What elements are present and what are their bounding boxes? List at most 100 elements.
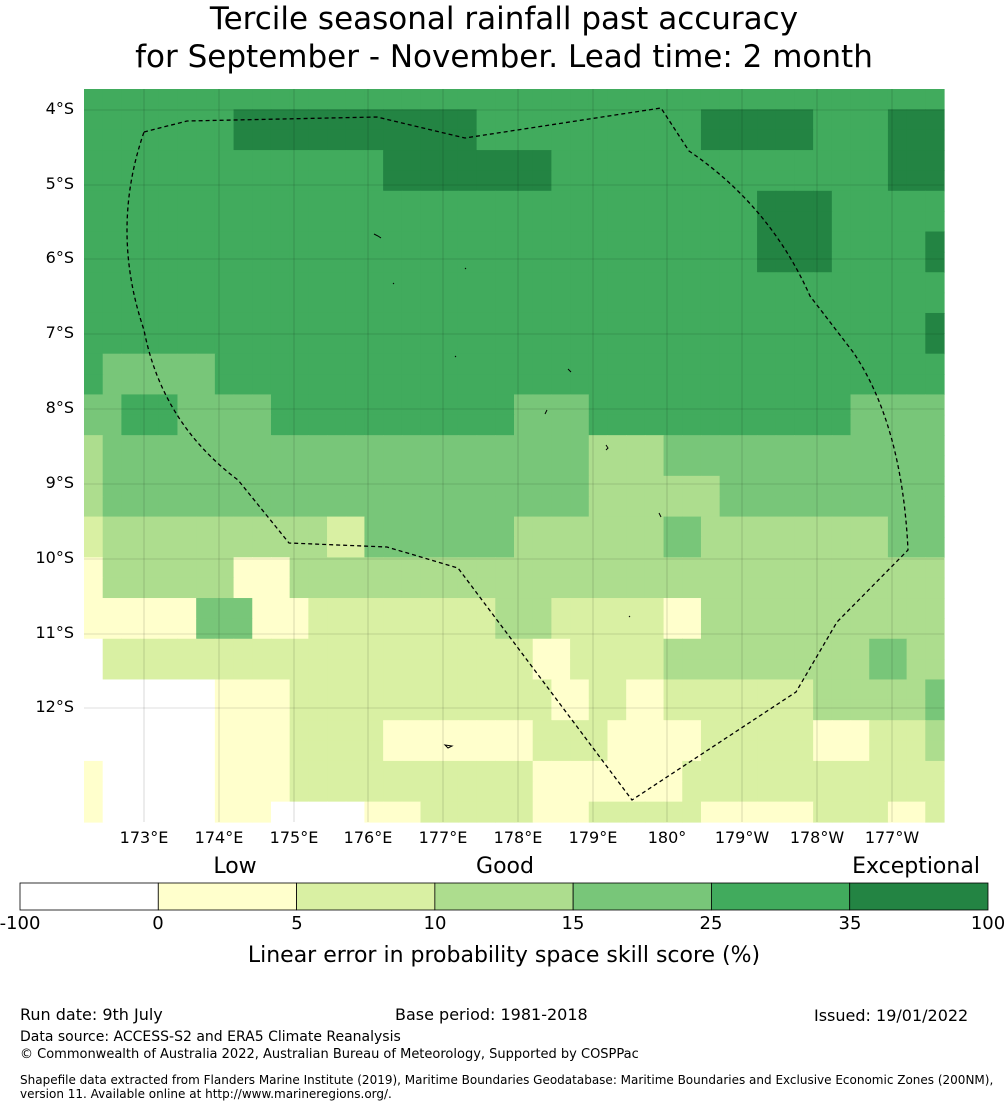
grid-cell <box>700 150 721 172</box>
grid-cell <box>682 475 702 497</box>
grid-cell <box>102 598 122 619</box>
grid-cell <box>327 618 347 640</box>
map-title-line-1: Tercile seasonal rainfall past accuracy <box>209 1 799 37</box>
grid-cell <box>738 577 758 599</box>
grid-cell <box>794 129 814 151</box>
grid-cell <box>345 557 366 579</box>
grid-cell <box>663 577 683 599</box>
grid-cell <box>514 577 534 599</box>
grid-cell <box>121 109 141 131</box>
grid-cell <box>514 496 534 518</box>
grid-cell <box>401 516 422 538</box>
grid-cell <box>439 394 459 416</box>
grid-cell <box>158 272 179 294</box>
grid-cell <box>775 638 796 660</box>
grid-cell <box>327 577 347 599</box>
grid-cell <box>607 272 627 294</box>
grid-cell <box>850 414 870 436</box>
grid-cell <box>401 312 422 334</box>
grid-cell <box>84 598 104 619</box>
grid-cell <box>925 272 945 294</box>
grid-cell <box>214 659 235 681</box>
grid-cell <box>757 170 777 192</box>
grid-cell <box>140 231 160 253</box>
grid-cell <box>289 618 309 640</box>
grid-cell <box>869 170 889 192</box>
grid-cell <box>121 659 141 681</box>
grid-cell <box>308 496 328 518</box>
grid-cell <box>495 577 515 599</box>
grid-cell <box>457 333 478 355</box>
grid-cell <box>925 292 945 314</box>
grid-cell <box>84 312 104 334</box>
grid-cell <box>121 455 141 477</box>
grid-cell <box>308 699 328 721</box>
grid-cell <box>476 516 496 538</box>
grid-cell <box>794 516 814 538</box>
grid-cell <box>270 679 291 701</box>
grid-cell <box>813 435 833 457</box>
grid-cell <box>570 312 590 334</box>
grid-cell <box>757 598 777 619</box>
grid-cell <box>233 435 253 457</box>
grid-cell <box>906 333 926 355</box>
grid-cell <box>270 109 291 131</box>
grid-cell <box>644 455 665 477</box>
grid-cell <box>121 129 141 151</box>
grid-cell <box>700 699 721 721</box>
grid-cell <box>682 720 702 742</box>
grid-cell <box>588 638 609 660</box>
grid-cell <box>457 292 478 314</box>
grid-cell <box>869 414 889 436</box>
grid-cell <box>831 577 852 599</box>
grid-cell <box>663 455 683 477</box>
grid-cell <box>644 557 665 579</box>
grid-cell <box>663 435 683 457</box>
grid-cell <box>177 435 197 457</box>
grid-cell <box>476 598 496 619</box>
grid-cell <box>719 679 739 701</box>
grid-cell <box>364 496 384 518</box>
grid-cell <box>925 231 945 253</box>
grid-cell <box>925 251 945 273</box>
grid-cell <box>738 455 758 477</box>
grid-cell <box>794 374 814 396</box>
grid-cell <box>102 455 122 477</box>
grid-cell <box>738 435 758 457</box>
grid-cell <box>869 394 889 416</box>
grid-cell <box>364 435 384 457</box>
grid-cell <box>401 414 422 436</box>
grid-cell <box>906 312 926 334</box>
grid-cell <box>682 577 702 599</box>
grid-cell <box>663 374 683 396</box>
grid-cell <box>869 577 889 599</box>
grid-cell <box>233 394 253 416</box>
grid-cell <box>121 475 141 497</box>
colorbar-swatch <box>711 882 851 911</box>
grid-cell <box>84 435 104 457</box>
grid-cell <box>588 211 609 233</box>
grid-cell <box>214 496 235 518</box>
grid-cell <box>794 475 814 497</box>
grid-cell <box>682 618 702 640</box>
grid-cell <box>644 720 665 742</box>
colorbar-tick: 15 <box>561 913 585 934</box>
grid-cell <box>495 516 515 538</box>
grid-cell <box>757 516 777 538</box>
grid-cell <box>850 516 870 538</box>
grid-cell <box>925 353 945 375</box>
grid-cell <box>233 333 253 355</box>
grid-cell <box>345 659 366 681</box>
grid-cell <box>439 251 459 273</box>
grid-cell <box>925 333 945 355</box>
grid-cell <box>514 557 534 579</box>
grid-cell <box>682 150 702 172</box>
grid-cell <box>364 577 384 599</box>
grid-cell <box>364 374 384 396</box>
grid-cell <box>457 251 478 273</box>
grid-cell <box>551 618 571 640</box>
grid-cell <box>719 150 739 172</box>
grid-cell <box>551 414 571 436</box>
grid-cell <box>289 312 309 334</box>
grid-cell <box>570 557 590 579</box>
